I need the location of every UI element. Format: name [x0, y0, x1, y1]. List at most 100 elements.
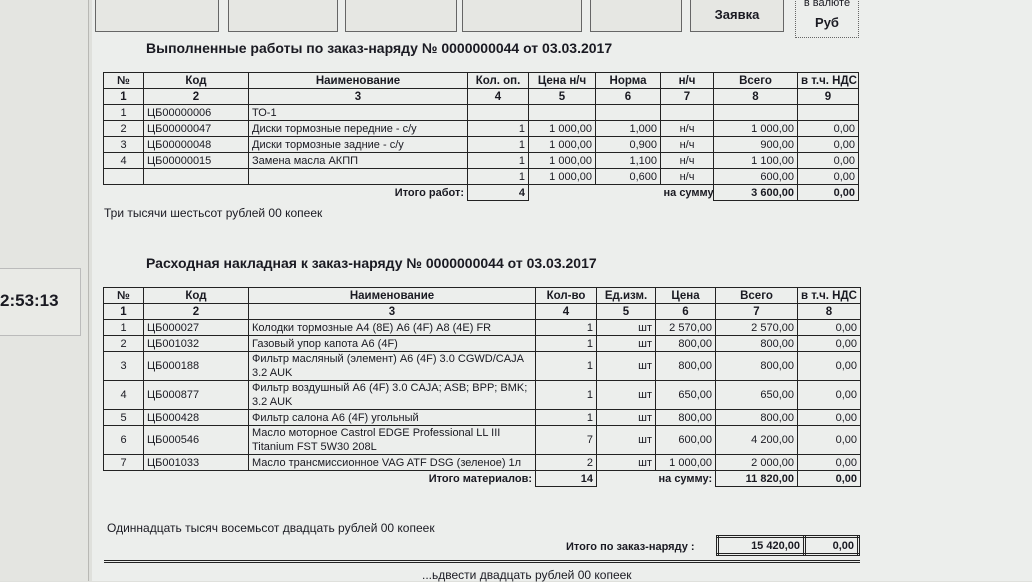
table-cell: 0,00: [797, 136, 859, 153]
table-cell: 2: [103, 335, 144, 352]
table-cell: Масло моторное Castrol EDGE Professional…: [248, 425, 536, 455]
table-cell: 2: [103, 120, 144, 137]
table-cell: н/ч: [660, 152, 714, 169]
table-cell: Фильтр воздушный А6 (4F) 3.0 CAJA; ASB; …: [248, 380, 536, 410]
table-cell: 1: [535, 380, 597, 410]
works-title: Выполненные работы по заказ-наряду № 000…: [146, 40, 613, 56]
table-cell: 650,00: [655, 380, 716, 410]
sum-label: на сумму:: [663, 186, 714, 199]
table-cell: 1: [467, 120, 529, 137]
table-cell: 800,00: [715, 335, 798, 352]
totals-row: Итого материалов: 14 на сумму: 11 820,00 0,0…: [104, 470, 861, 487]
table-cell: н/ч: [660, 136, 714, 153]
table-cell: 1,100: [595, 152, 661, 169]
table-cell: Диски тормозные передние - с/у: [248, 120, 468, 137]
table-cell: 800,00: [655, 335, 716, 352]
request-button[interactable]: Заявка: [690, 0, 784, 32]
total-count: 4: [467, 184, 529, 201]
currency-field[interactable]: в валюте Руб: [795, 0, 859, 38]
table-cell: [713, 104, 798, 121]
toolbar-button[interactable]: [95, 0, 219, 32]
column-number: 4: [467, 88, 529, 105]
table-cell: 900,00: [713, 136, 798, 153]
currency-value: Руб: [815, 15, 839, 30]
table-row: 3 ЦБ000188 Фильтр масляный (элемент) А6 (4…: [103, 351, 861, 381]
table-cell: 1 000,00: [528, 168, 596, 185]
toolbar-button[interactable]: [345, 0, 457, 32]
column-header: Норма: [595, 72, 661, 89]
empty-cell: [144, 185, 249, 201]
column-number: 7: [660, 88, 714, 105]
header-row: № Код Наименование Кол. оп. Цена н/ч Норма н/ч…: [103, 72, 859, 89]
table-cell: 7: [103, 454, 144, 471]
table-cell: 0,00: [797, 454, 861, 471]
grand-vat: 0,00: [803, 535, 860, 556]
table-cell: 1,000: [595, 120, 661, 137]
table-cell: шт: [596, 380, 656, 410]
table-cell: шт: [596, 351, 656, 381]
sum-total: 11 820,00: [715, 470, 798, 487]
totals-row: Итого работ: 4 на сумму: 3 600,00 0,00: [104, 184, 859, 201]
column-header: Кол. оп.: [467, 72, 529, 89]
table-cell: 1: [467, 168, 529, 185]
table-cell: 800,00: [715, 351, 798, 381]
total-label: Итого работ:: [394, 186, 464, 199]
toolbar-button[interactable]: [462, 0, 582, 32]
table-cell: н/ч: [660, 120, 714, 137]
table-cell: 4: [103, 380, 144, 410]
table-cell: [528, 104, 596, 121]
table-cell: шт: [596, 454, 656, 471]
table-cell: [660, 104, 714, 121]
table-cell: Диски тормозные задние - с/у: [248, 136, 468, 153]
column-header: №: [103, 287, 144, 304]
table-cell: шт: [596, 335, 656, 352]
table-cell: Масло трансмиссионное VAG ATF DSG (зелен…: [248, 454, 536, 471]
column-number: 2: [143, 88, 249, 105]
table-cell: Фильтр масляный (элемент) А6 (4F) 3.0 CG…: [248, 351, 536, 381]
column-header: в т.ч. НДС: [797, 72, 859, 89]
table-cell: 1: [103, 319, 144, 336]
column-header: Код: [143, 72, 249, 89]
table-cell: 600,00: [655, 425, 716, 455]
column-header: Всего: [713, 72, 798, 89]
column-number: 1: [103, 88, 144, 105]
table-cell: Замена масла АКПП: [248, 152, 468, 169]
column-number: 2: [143, 303, 249, 320]
column-header: Кол-во: [535, 287, 597, 304]
works-in-words: Три тысячи шестьсот рублей 00 копеек: [104, 206, 323, 220]
clock-box: [0, 268, 81, 336]
column-number: 3: [248, 88, 468, 105]
column-number: 1: [103, 303, 144, 320]
grand-total: 15 420,00: [716, 535, 806, 556]
table-cell: ЦБ000428: [143, 409, 249, 426]
toolbar-button[interactable]: [590, 0, 682, 32]
table-cell: 0,00: [797, 168, 859, 185]
table-cell: [797, 104, 859, 121]
table-cell: ЦБ00000006: [143, 104, 249, 121]
table-cell: 5: [103, 409, 144, 426]
document-page: Заявка в валюте Руб Выполненные работы п…: [92, 0, 1032, 582]
column-header: Цена: [655, 287, 716, 304]
table-cell: [248, 168, 468, 185]
sum-total: 3 600,00: [713, 184, 798, 201]
empty-cell: [596, 185, 661, 201]
table-cell: Колодки тормозные А4 (8Е) А6 (4F) А8 (4Е…: [248, 319, 536, 336]
sum-vat: 0,00: [797, 184, 859, 201]
table-cell: [143, 168, 249, 185]
table-cell: 7: [535, 425, 597, 455]
table-cell: 0,00: [797, 120, 859, 137]
left-panel: 2:53:13: [0, 0, 89, 581]
column-number: 8: [797, 303, 861, 320]
column-header: Цена н/ч: [528, 72, 596, 89]
table-cell: 0,600: [595, 168, 661, 185]
toolbar-button[interactable]: [228, 0, 338, 32]
column-header: Всего: [715, 287, 798, 304]
table-cell: 1 000,00: [713, 120, 798, 137]
column-number: 8: [713, 88, 798, 105]
column-header: Код: [143, 287, 249, 304]
table-cell: 650,00: [715, 380, 798, 410]
grand-in-words: ...ьдвести двадцать рублей 00 копеек: [422, 568, 632, 582]
empty-cell: [597, 471, 656, 487]
column-number: 3: [248, 303, 536, 320]
